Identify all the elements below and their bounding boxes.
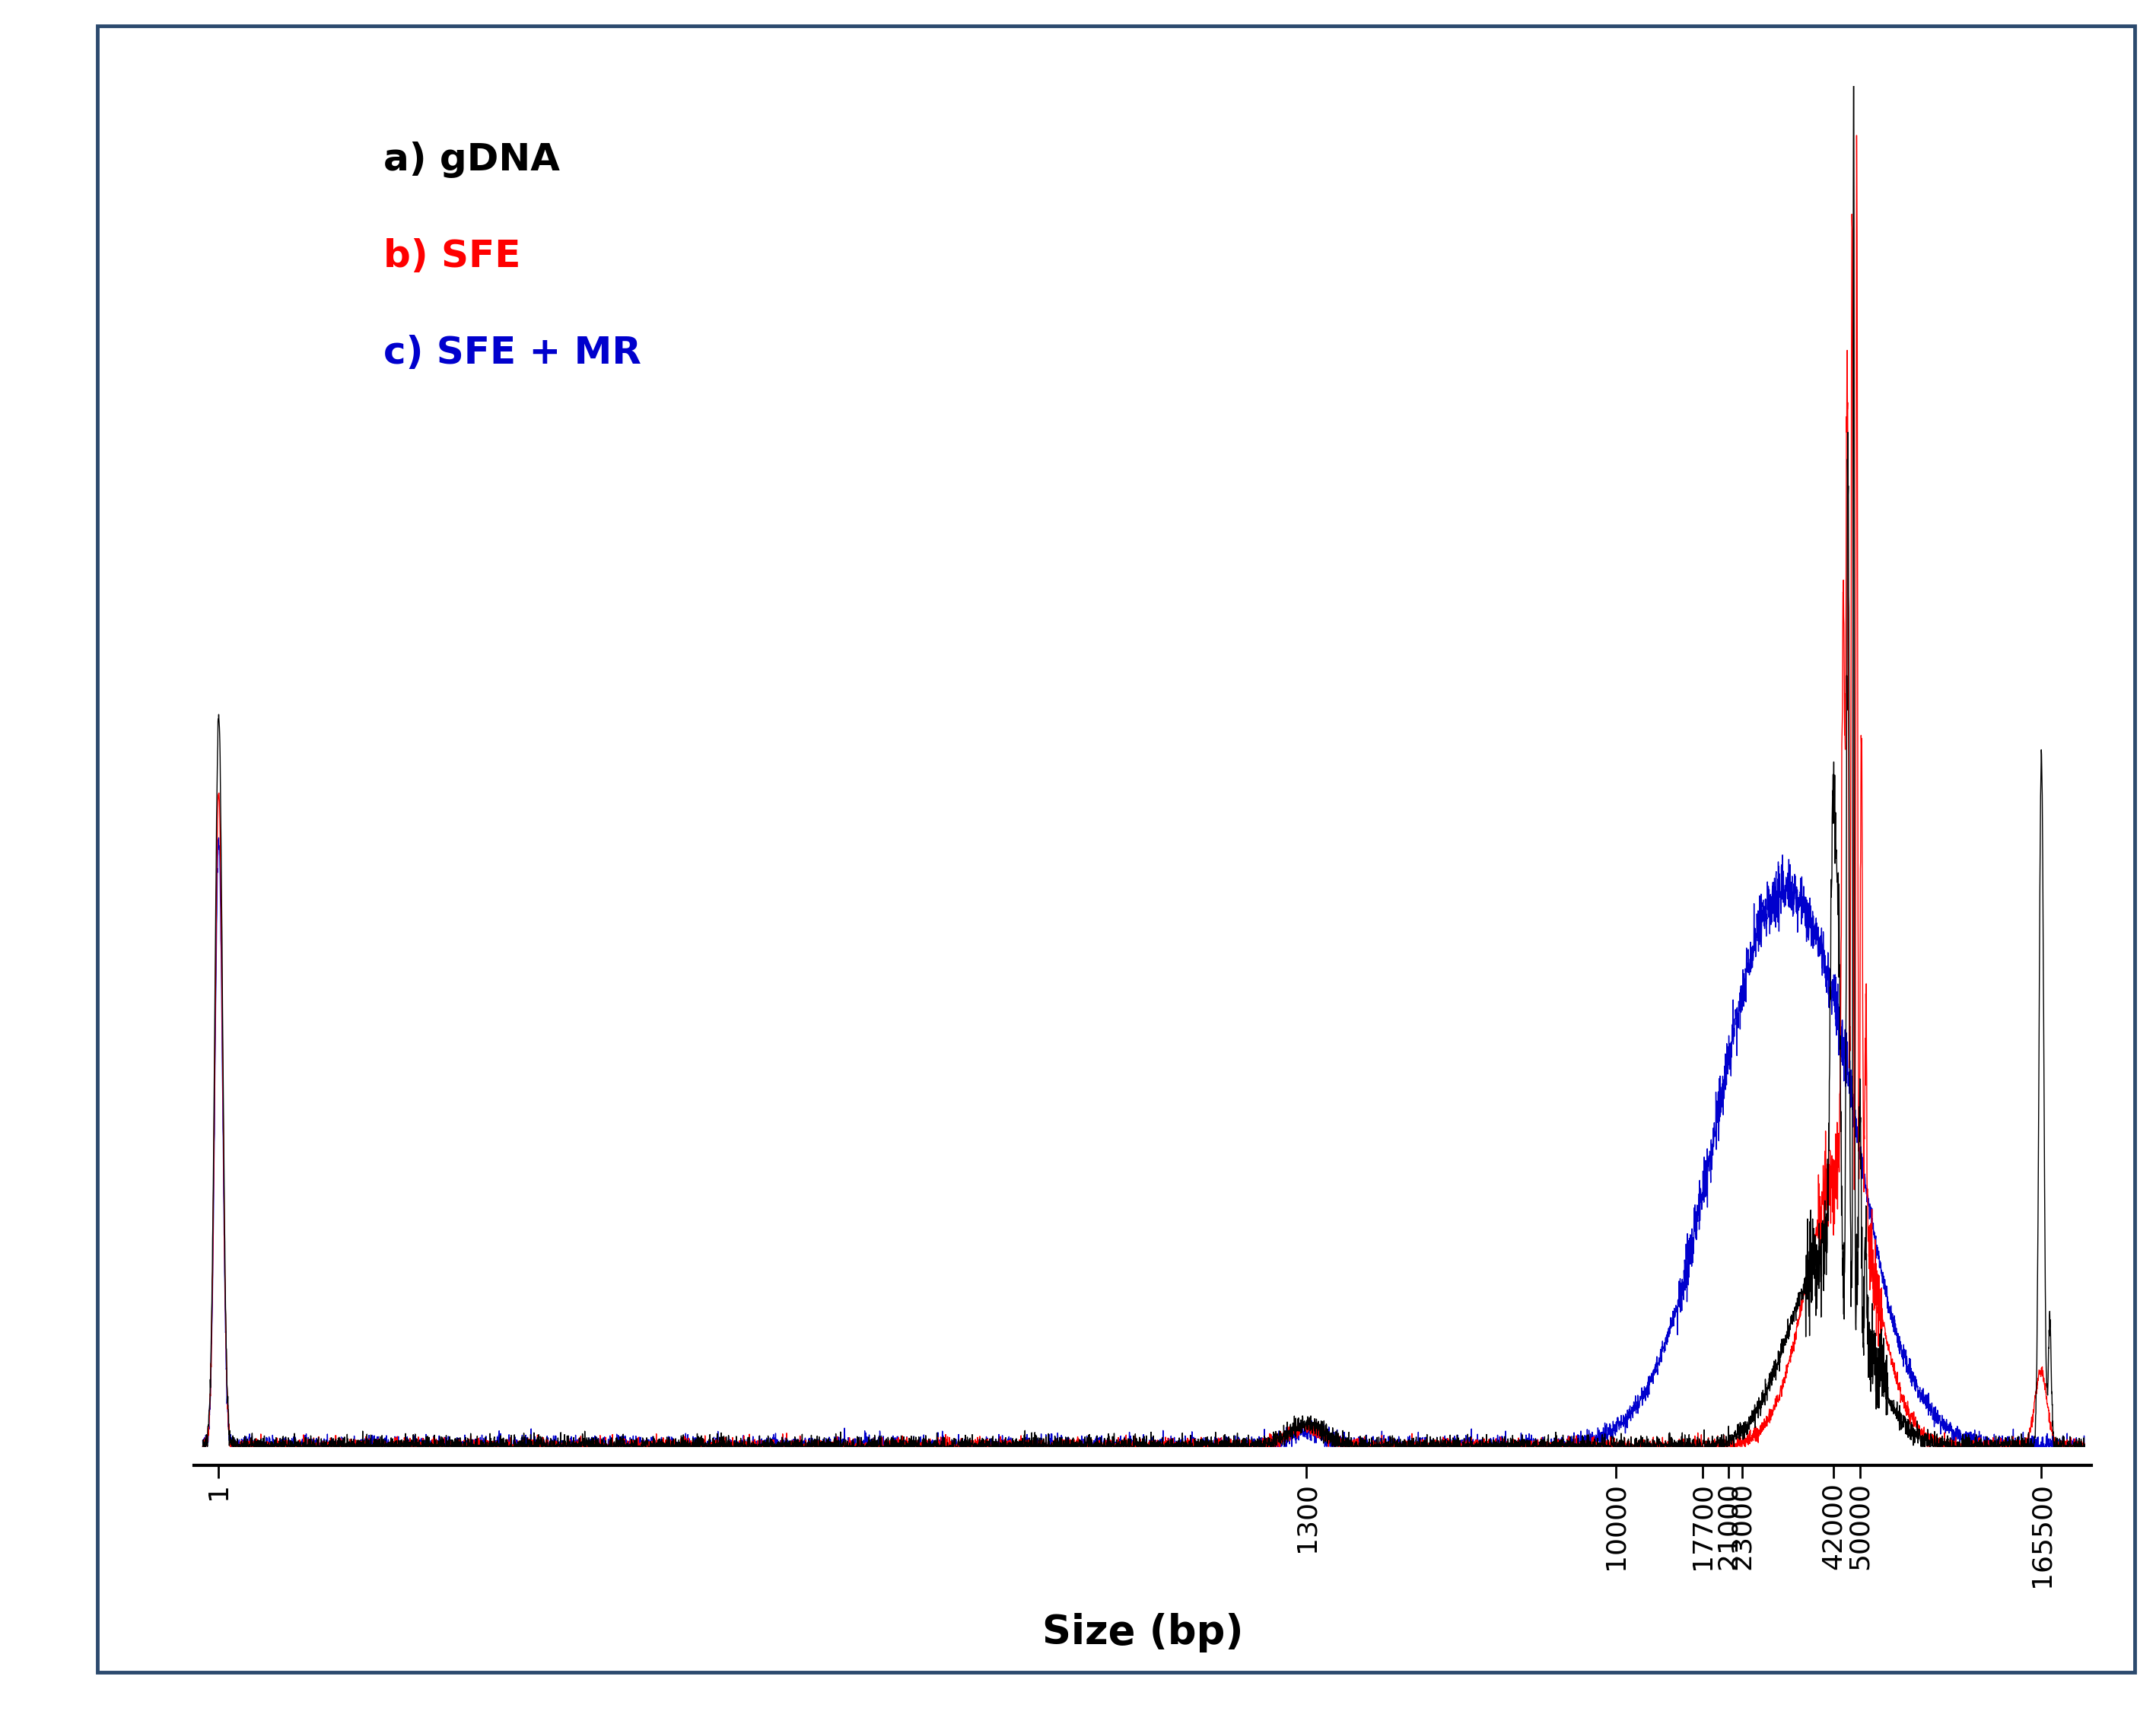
Text: b) SFE: b) SFE xyxy=(384,238,522,274)
Text: a) gDNA: a) gDNA xyxy=(384,141,561,178)
Text: c) SFE + MR: c) SFE + MR xyxy=(384,334,642,371)
X-axis label: Size (bp): Size (bp) xyxy=(1041,1614,1244,1653)
